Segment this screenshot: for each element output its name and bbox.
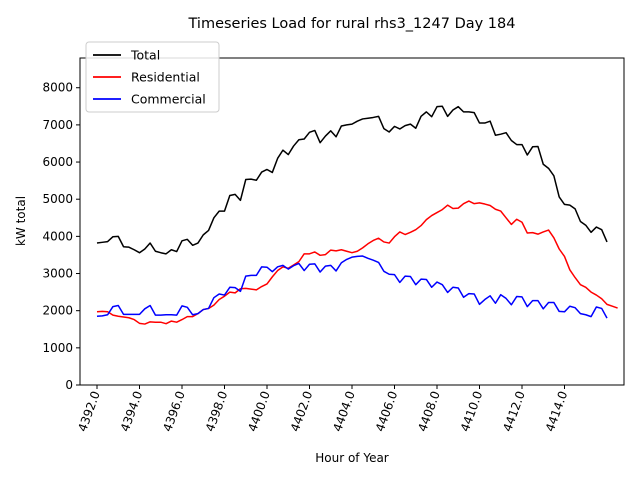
- y-axis: 0 1000 2000 3000 4000 5000 6000 7000 8000: [42, 81, 80, 392]
- series-line-commercial: [96, 255, 608, 319]
- legend-label-total: Total: [130, 48, 160, 63]
- y-axis-label: kW total: [14, 196, 28, 246]
- y-tick-label: 3000: [42, 267, 73, 281]
- legend-box: [85, 41, 220, 113]
- y-tick-label: 5000: [42, 192, 73, 206]
- y-tick-label: 4000: [42, 229, 73, 243]
- y-tick-label: 7000: [42, 118, 73, 132]
- chart-title: Timeseries Load for rural rhs3_1247 Day …: [188, 16, 516, 32]
- y-tick-label: 8000: [42, 81, 73, 95]
- y-tick-label: 6000: [42, 155, 73, 169]
- y-tick-label: 2000: [42, 304, 73, 318]
- series-layer: [96, 105, 618, 325]
- y-tick-label: 1000: [42, 341, 73, 355]
- y-tick-label: 0: [65, 378, 73, 392]
- x-axis-label: Hour of Year: [315, 451, 389, 465]
- series-line-total: [96, 105, 608, 255]
- legend-label-commercial: Commercial: [131, 92, 206, 107]
- legend-label-residential: Residential: [131, 70, 200, 85]
- series-line-residential: [96, 200, 618, 325]
- legend: Total Residential Commercial: [85, 41, 220, 113]
